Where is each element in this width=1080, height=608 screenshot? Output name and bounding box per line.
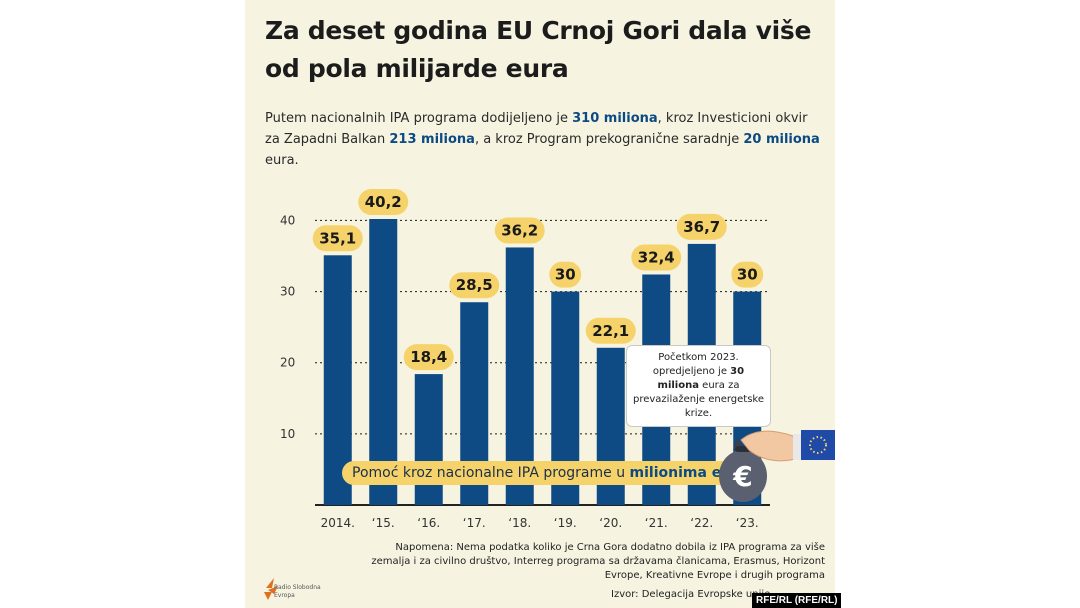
y-tick-label: 10 — [280, 427, 295, 441]
bar — [369, 219, 398, 505]
subtitle-text: , a kroz Program prekogranične saradnje — [474, 132, 744, 147]
page-title: Za deset godina EU Crnoj Gori dala više … — [265, 16, 812, 83]
x-tick-label: ‘22. — [690, 516, 713, 530]
x-tick-layer: 2014. ‘15. ‘16. ‘17. ‘18. ‘19. ‘20. ‘21. ‘22. ‘23… — [321, 516, 759, 530]
rfe-logo-icon — [264, 578, 278, 600]
x-tick-label: ‘20. — [599, 516, 622, 530]
source-line: Izvor: Delegacija Evropske unije — [611, 589, 771, 600]
value-label-bubble — [403, 344, 454, 371]
legend-text: Pomoć kroz nacionalne IPA programe u — [352, 465, 630, 481]
value-label-bubble — [449, 272, 500, 299]
subtitle-text: Putem nacionalnih IPA programa dodijelje… — [265, 111, 573, 126]
value-label: 40,2 — [365, 193, 402, 211]
value-label-bubble — [676, 213, 727, 240]
footnote: Napomena: Nema podatka koliko je Crna Go… — [371, 542, 825, 581]
value-label: 35,1 — [319, 229, 356, 247]
callout-text: eura za prevazilaženje energetske krize. — [632, 380, 764, 419]
value-label-bubble — [312, 225, 363, 252]
x-tick-label: ‘17. — [463, 516, 486, 530]
value-label-layer: 35,1 40,2 18,4 28,5 36,2 30 22,1 32,4 36,7 30 — [312, 189, 764, 371]
value-label-bubble — [358, 189, 409, 215]
value-label: 18,4 — [410, 348, 447, 366]
value-label: 30 — [555, 266, 576, 284]
subtitle-highlight: 310 miliona — [572, 111, 658, 126]
value-label: 22,1 — [592, 322, 629, 340]
x-tick-label: ‘19. — [554, 516, 577, 530]
eu-flag-icon — [801, 430, 835, 460]
subtitle-highlight: 213 miliona — [389, 132, 475, 147]
x-tick-label: ‘18. — [508, 516, 531, 530]
subtitle-highlight: 20 miliona — [743, 132, 820, 147]
logo-wordmark: Radio Slobodna Evropa — [274, 584, 321, 599]
x-tick-label: ‘15. — [372, 516, 395, 530]
legend-unit: milionima eura — [629, 465, 748, 481]
y-tick-layer: 10 20 30 40 — [280, 213, 295, 440]
euro-money-bag-icon: € — [719, 438, 767, 502]
value-label: 32,4 — [638, 248, 675, 266]
value-label-bubble — [549, 261, 582, 288]
subtitle: Putem nacionalnih IPA programa dodijelje… — [265, 108, 820, 171]
infographic-card: Za deset godina EU Crnoj Gori dala više … — [245, 0, 835, 608]
y-tick-label: 30 — [280, 285, 295, 299]
hand-icon — [740, 430, 801, 462]
svg-text:€: € — [732, 460, 752, 493]
x-tick-label: 2014. — [321, 516, 355, 530]
callout-highlight: 30 miliona — [657, 366, 745, 391]
y-tick-label: 20 — [280, 356, 295, 370]
legend-label: Pomoć kroz nacionalne IPA programe u mil… — [342, 461, 763, 485]
value-label-bubble — [631, 244, 682, 271]
value-label: 36,7 — [683, 218, 720, 236]
bar — [414, 374, 443, 505]
callout-text: Početkom 2023. opredjeljeno je — [652, 352, 739, 377]
subtitle-text: eura. — [265, 153, 299, 168]
value-label-bubble — [731, 261, 764, 288]
x-tick-label: ‘16. — [417, 516, 440, 530]
x-tick-label: ‘21. — [645, 516, 668, 530]
value-label: 30 — [737, 266, 758, 284]
euro-money-bag-illustration: € — [719, 430, 835, 502]
callout-pointer — [743, 404, 755, 422]
subtitle-text: , kroz Investicioni okvir za Zapadni Bal… — [265, 111, 808, 147]
y-tick-label: 40 — [280, 213, 295, 227]
photo-credit: RFE/RL (RFE/RL) — [752, 593, 842, 608]
value-label: 36,2 — [501, 221, 538, 239]
value-label-bubble — [585, 317, 636, 344]
x-tick-label: ‘23. — [736, 516, 759, 530]
value-label-bubble — [494, 217, 545, 244]
value-label: 28,5 — [456, 276, 493, 294]
